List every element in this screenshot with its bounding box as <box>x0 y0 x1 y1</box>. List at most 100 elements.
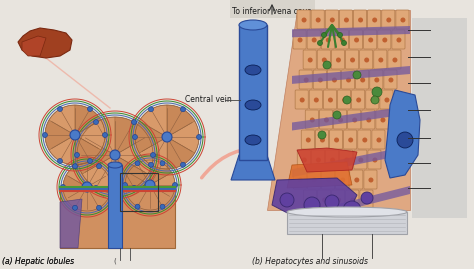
FancyBboxPatch shape <box>349 30 363 49</box>
Circle shape <box>122 182 128 187</box>
Circle shape <box>372 87 382 97</box>
FancyBboxPatch shape <box>301 130 314 149</box>
FancyBboxPatch shape <box>380 90 393 109</box>
Circle shape <box>322 58 327 62</box>
Circle shape <box>88 107 92 112</box>
Circle shape <box>352 118 357 122</box>
Bar <box>108 165 122 248</box>
Ellipse shape <box>287 207 407 217</box>
Polygon shape <box>385 90 420 178</box>
Circle shape <box>73 205 78 210</box>
FancyBboxPatch shape <box>299 70 312 89</box>
Circle shape <box>362 137 367 143</box>
Polygon shape <box>292 66 410 84</box>
Circle shape <box>300 97 305 102</box>
Circle shape <box>340 37 345 43</box>
Polygon shape <box>77 136 115 174</box>
Circle shape <box>342 97 347 102</box>
FancyBboxPatch shape <box>303 50 316 69</box>
FancyBboxPatch shape <box>388 50 401 69</box>
Circle shape <box>373 158 377 162</box>
Ellipse shape <box>245 65 261 75</box>
FancyBboxPatch shape <box>318 190 331 209</box>
Circle shape <box>304 197 320 213</box>
FancyBboxPatch shape <box>346 50 359 69</box>
FancyBboxPatch shape <box>328 70 340 89</box>
Circle shape <box>57 158 63 164</box>
Polygon shape <box>60 187 175 248</box>
FancyBboxPatch shape <box>337 90 351 109</box>
Circle shape <box>341 41 346 45</box>
Circle shape <box>61 185 65 189</box>
FancyBboxPatch shape <box>396 10 409 29</box>
Circle shape <box>280 193 294 207</box>
Bar <box>120 173 158 211</box>
Circle shape <box>378 58 383 62</box>
Circle shape <box>88 158 92 164</box>
FancyBboxPatch shape <box>352 90 365 109</box>
Bar <box>412 18 467 218</box>
Circle shape <box>93 120 99 125</box>
Circle shape <box>133 134 137 140</box>
FancyBboxPatch shape <box>354 10 366 29</box>
FancyBboxPatch shape <box>392 30 405 49</box>
Polygon shape <box>87 163 108 187</box>
Ellipse shape <box>245 100 261 110</box>
Text: (b) Hepatocytes and sinusoids: (b) Hepatocytes and sinusoids <box>252 257 368 266</box>
Circle shape <box>308 58 313 62</box>
Circle shape <box>318 41 322 45</box>
Circle shape <box>302 158 307 162</box>
Circle shape <box>383 37 387 43</box>
Circle shape <box>304 77 309 83</box>
Circle shape <box>401 17 405 23</box>
FancyBboxPatch shape <box>317 50 330 69</box>
Bar <box>287 212 407 234</box>
Circle shape <box>323 61 331 69</box>
FancyBboxPatch shape <box>325 10 338 29</box>
FancyBboxPatch shape <box>293 30 306 49</box>
FancyBboxPatch shape <box>297 150 310 169</box>
Polygon shape <box>167 121 199 153</box>
Circle shape <box>365 197 369 203</box>
Circle shape <box>350 58 355 62</box>
Circle shape <box>310 118 315 122</box>
FancyBboxPatch shape <box>347 110 361 129</box>
FancyBboxPatch shape <box>331 50 345 69</box>
Polygon shape <box>75 105 101 135</box>
Circle shape <box>348 137 353 143</box>
Circle shape <box>343 96 351 104</box>
Polygon shape <box>87 187 108 211</box>
FancyBboxPatch shape <box>339 10 353 29</box>
FancyBboxPatch shape <box>311 150 325 169</box>
Circle shape <box>356 97 361 102</box>
FancyBboxPatch shape <box>372 130 385 149</box>
Circle shape <box>334 137 339 143</box>
Polygon shape <box>272 178 357 218</box>
FancyBboxPatch shape <box>319 110 332 129</box>
Circle shape <box>316 158 321 162</box>
FancyBboxPatch shape <box>321 170 335 189</box>
Polygon shape <box>63 175 87 199</box>
Polygon shape <box>22 36 46 56</box>
Circle shape <box>330 158 335 162</box>
FancyBboxPatch shape <box>311 10 324 29</box>
Circle shape <box>326 37 331 43</box>
Circle shape <box>181 107 185 112</box>
Circle shape <box>311 214 323 226</box>
Circle shape <box>131 185 137 190</box>
FancyBboxPatch shape <box>336 170 349 189</box>
Polygon shape <box>66 163 87 187</box>
Polygon shape <box>49 135 75 165</box>
FancyBboxPatch shape <box>315 130 328 149</box>
Polygon shape <box>115 117 148 155</box>
FancyBboxPatch shape <box>346 190 359 209</box>
FancyBboxPatch shape <box>303 190 317 209</box>
FancyBboxPatch shape <box>364 30 377 49</box>
Circle shape <box>344 158 349 162</box>
Circle shape <box>308 197 313 203</box>
Circle shape <box>354 37 359 43</box>
FancyBboxPatch shape <box>293 170 306 189</box>
Circle shape <box>337 33 343 37</box>
Polygon shape <box>66 187 87 211</box>
Polygon shape <box>292 26 410 37</box>
